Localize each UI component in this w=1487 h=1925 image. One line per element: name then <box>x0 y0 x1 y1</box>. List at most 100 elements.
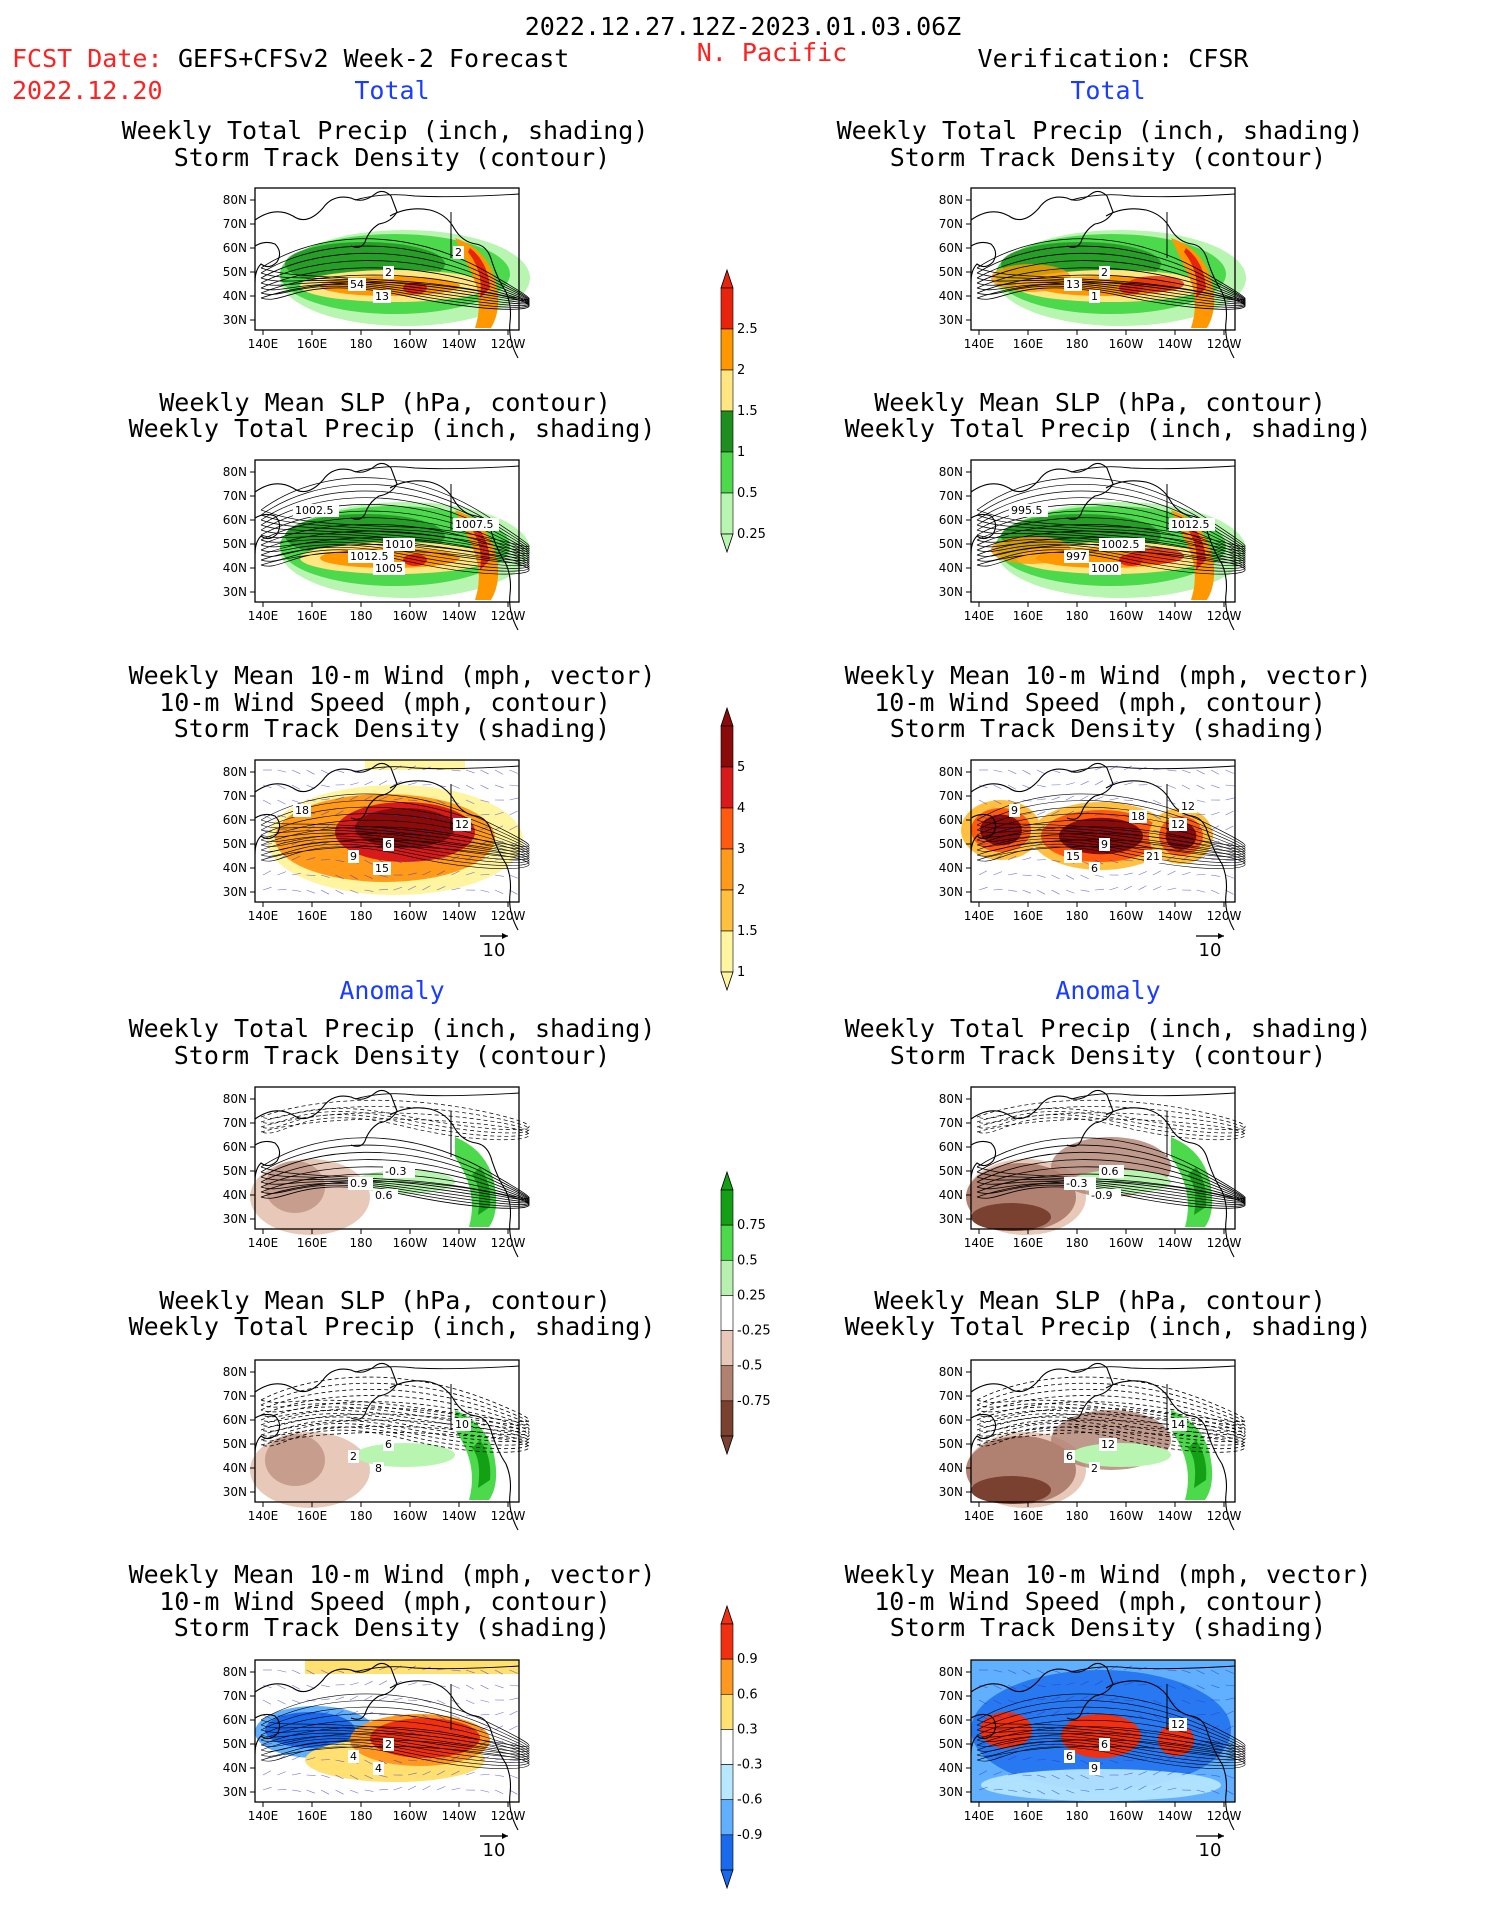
track-shade <box>1059 817 1143 855</box>
wind-vector <box>509 1774 518 1779</box>
title-r4-b: Storm Track Density (contour) <box>889 1041 1327 1070</box>
precip-anom-shade <box>265 1161 325 1213</box>
wind-vector <box>1065 769 1075 771</box>
wind-vector <box>436 1756 446 1761</box>
wind-vector <box>320 811 330 816</box>
wind-vector <box>480 873 490 876</box>
wind-vector <box>364 1668 374 1671</box>
wind-vector <box>1007 1755 1017 1761</box>
wind-vector <box>1080 874 1089 880</box>
contour-label: 12 <box>455 818 469 831</box>
wind-vector <box>1167 814 1177 819</box>
lon-label: 180 <box>1066 909 1089 923</box>
wind-vector <box>1152 799 1162 805</box>
contour-label: 54 <box>350 278 364 291</box>
wind-vector <box>1123 1665 1133 1671</box>
wind-vector <box>1080 768 1090 771</box>
contour-line <box>976 800 1246 850</box>
map-background <box>255 760 519 902</box>
precip-anom-shade <box>1051 1410 1171 1470</box>
wind-vector <box>1094 1696 1104 1701</box>
wind-vector <box>436 1714 446 1720</box>
map-frame <box>970 187 1236 331</box>
wind-vector <box>378 829 388 833</box>
contour-line <box>976 1700 1246 1750</box>
wind-vector <box>407 829 417 835</box>
coastline-north-america <box>1105 1680 1235 1831</box>
contour-line <box>976 1425 1246 1450</box>
wind-vector <box>1094 1744 1104 1750</box>
wind-vector <box>1022 889 1032 894</box>
wind-vector <box>1138 1699 1148 1703</box>
wind-vector <box>1109 859 1119 864</box>
wind-vector <box>1036 1789 1046 1795</box>
colorbar-label: -0.3 <box>737 1758 762 1773</box>
wind-vector <box>262 1699 272 1705</box>
wind-vector <box>509 1710 518 1716</box>
lat-label: 30N <box>939 885 963 899</box>
wind-vector <box>1109 1744 1118 1750</box>
contour-label: 9 <box>1101 838 1108 851</box>
colorbar-cap-top <box>720 1170 734 1191</box>
wind-vector <box>993 1741 1002 1746</box>
wind-vector <box>1007 1789 1017 1792</box>
lat-label: 50N <box>223 1737 247 1751</box>
colorbar-segment <box>720 1224 734 1261</box>
contour-line <box>976 281 1246 310</box>
wind-vector <box>509 797 519 801</box>
contour-label: 0.6 <box>1101 1165 1119 1178</box>
lat-label: 60N <box>939 1140 963 1154</box>
contour-line <box>260 806 530 852</box>
lon-label: 180 <box>350 1509 373 1523</box>
colorbar-track-total: 5 4 3 2 1.5 1 <box>720 706 758 992</box>
wind-vector <box>1022 784 1031 789</box>
wind-vector <box>1065 1682 1075 1686</box>
lat-label: 50N <box>223 537 247 551</box>
wind-vector <box>306 799 316 802</box>
wind-vector <box>480 1740 489 1746</box>
wind-vector <box>1080 811 1090 816</box>
wind-vector <box>1051 874 1060 880</box>
contour-label: 6 <box>385 838 392 851</box>
wind-vector <box>364 1774 373 1780</box>
track-shade <box>971 808 1031 852</box>
contour-label-bg <box>1089 562 1121 575</box>
wind-vector <box>378 874 388 878</box>
wind-vector <box>1022 825 1031 831</box>
wind-vector <box>1167 784 1176 789</box>
contour-label: 6 <box>1066 1750 1073 1763</box>
wind-vector <box>1210 874 1220 877</box>
lon-label: 160W <box>1109 1236 1144 1250</box>
title-l5-a: Weekly Mean SLP (hPa, contour) <box>159 1286 611 1315</box>
coastline-japan <box>970 813 997 855</box>
contour-line <box>260 274 530 308</box>
contour-line <box>976 524 1246 564</box>
wind-vector <box>978 1714 988 1720</box>
wind-vector <box>1036 874 1046 878</box>
fcst-date-label: FCST Date: <box>12 44 163 73</box>
wind-vector <box>1007 840 1017 846</box>
coastline-asia <box>970 1362 1114 1420</box>
track-shade <box>335 802 475 862</box>
contour-line <box>976 245 1246 302</box>
lat-label: 40N <box>939 1461 963 1475</box>
wind-vector <box>1022 1774 1032 1776</box>
contour-label: 2 <box>385 266 392 279</box>
contour-label-bg <box>383 1165 415 1178</box>
lat-label: 80N <box>223 1665 247 1679</box>
wind-vector <box>1036 1774 1046 1778</box>
lon-label: 160E <box>297 337 328 351</box>
wind-vector <box>1181 1771 1191 1776</box>
wind-vector <box>1094 888 1104 891</box>
coastline-arctic <box>354 1365 520 1373</box>
contour-line <box>260 1726 530 1761</box>
contour-line <box>260 1407 530 1439</box>
contour-line <box>260 1739 530 1766</box>
coastline-asia <box>254 190 398 248</box>
colorbar-segment <box>720 725 734 768</box>
wind-vector <box>320 769 330 775</box>
colorbar-segment <box>720 328 734 371</box>
wind-vector <box>1080 1695 1089 1701</box>
